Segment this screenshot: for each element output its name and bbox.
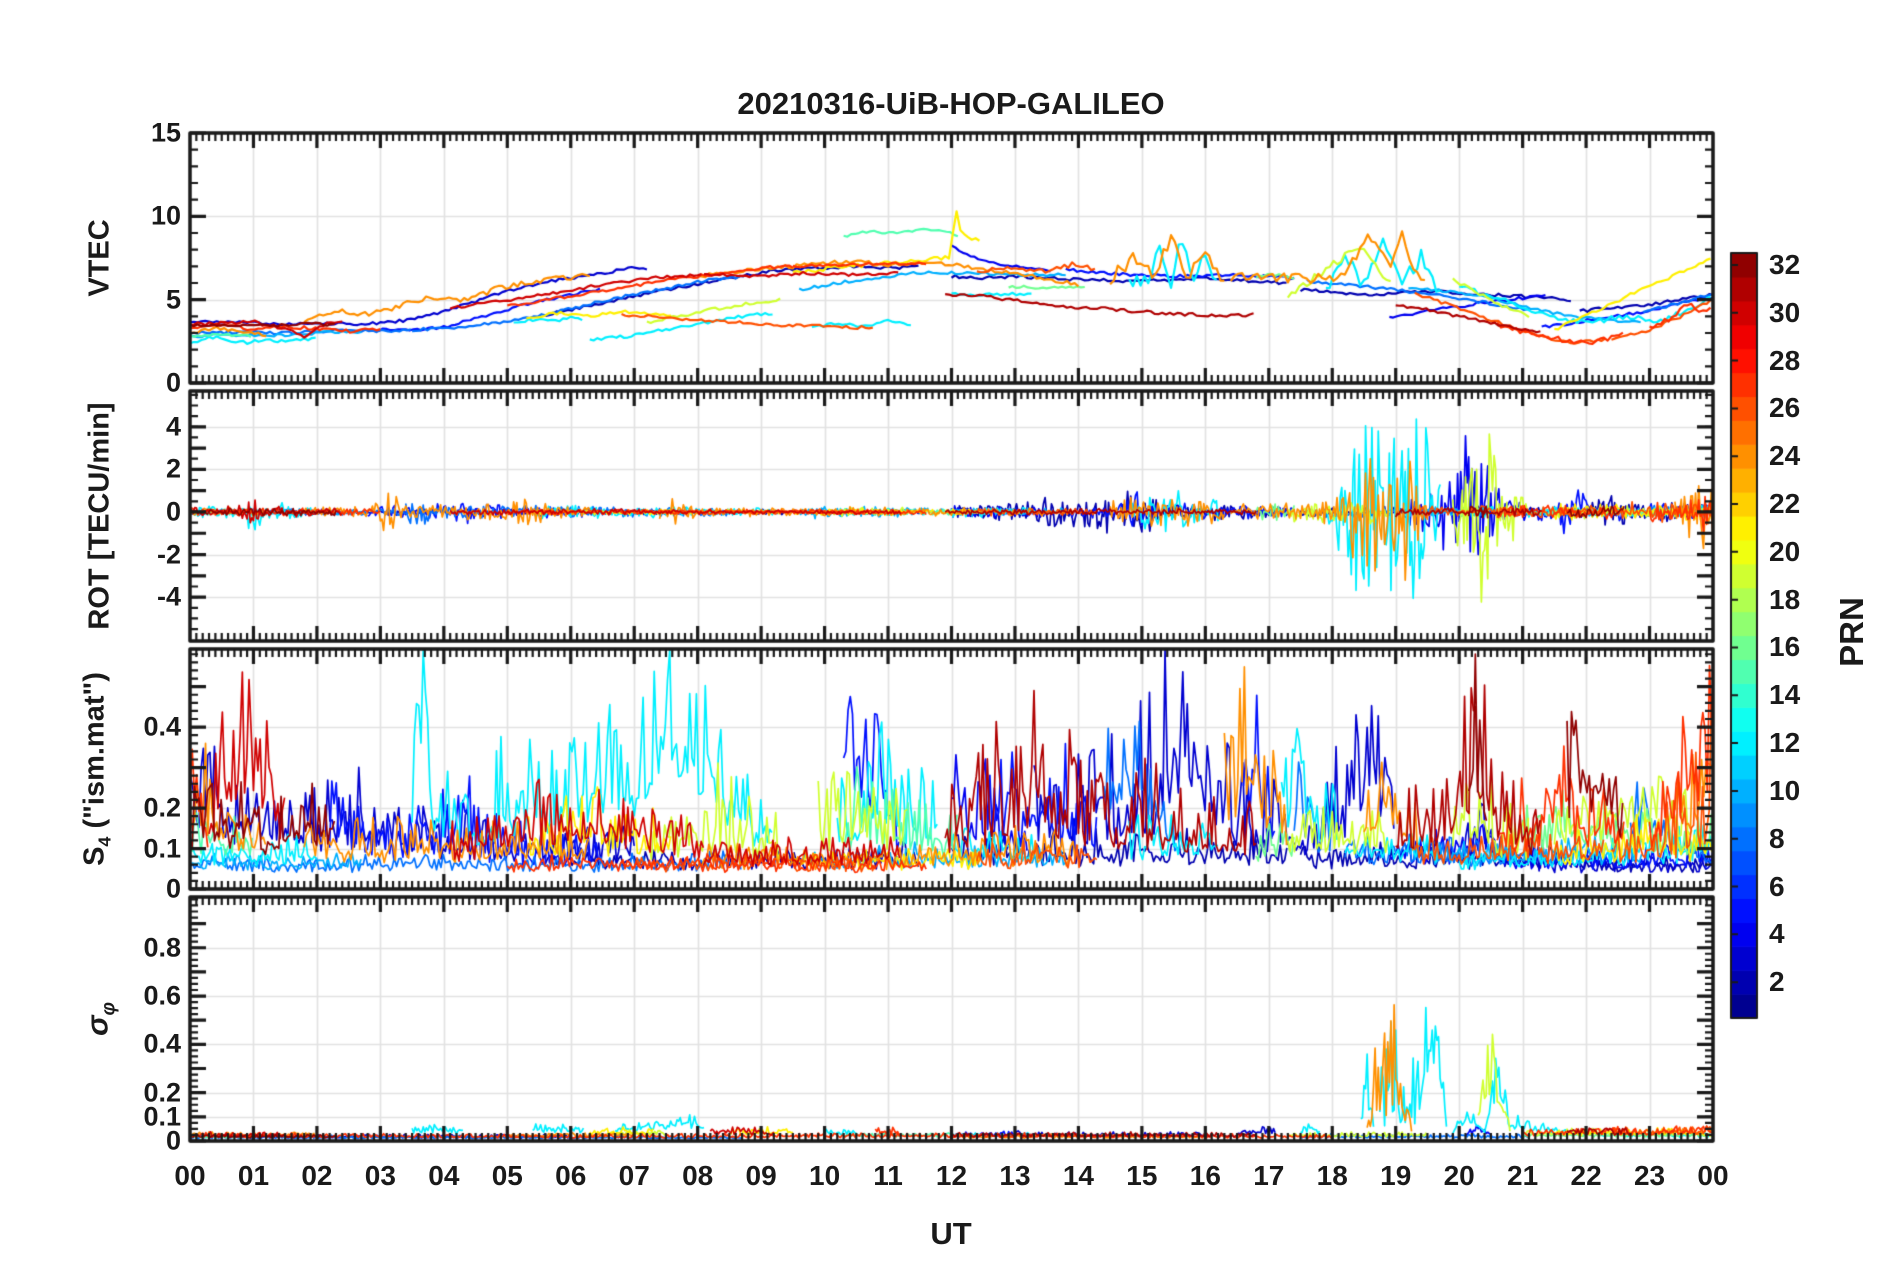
x-tick-label: 07 [618,1160,650,1191]
y-tick-label: 4 [165,411,181,442]
x-tick-label: 01 [237,1160,270,1191]
y-tick-label: 0.1 [143,833,181,864]
x-tick-label: 03 [364,1160,396,1191]
y-tick-label: 0 [165,873,181,904]
y-tick-label: 15 [150,117,181,148]
x-tick-label: 00 [174,1160,206,1191]
y-tick-label: 0.1 [143,1101,181,1132]
y-tick-label: 0.2 [143,792,181,823]
colorbar-tick-label: 30 [1769,296,1801,328]
colorbar-tick-label: 4 [1769,918,1785,950]
y-tick-label: 0 [165,367,181,398]
x-tick-label: 20 [1443,1160,1475,1191]
x-tick-label: 23 [1633,1160,1666,1191]
x-tick-label: 09 [745,1160,777,1191]
x-tick-label: 12 [935,1160,968,1191]
s4-label-main: S [78,846,111,866]
colorbar-tick-label: 32 [1769,248,1801,280]
colorbar-tick-label: 24 [1769,440,1801,472]
y-tick-label: 0.8 [143,932,181,963]
y-tick-label: 0 [165,496,181,527]
colorbar-tick-label: 20 [1769,535,1801,567]
y-tick-label: 0.4 [143,1028,181,1059]
y-axis-label-rot: ROT [TECU/min] [84,402,117,629]
x-tick-label: 21 [1507,1160,1539,1191]
y-tick-label: 0 [165,1125,181,1156]
sigma-label-main: σ [79,1015,115,1037]
y-tick-label: 2 [165,453,181,484]
x-tick-label: 18 [1316,1160,1348,1191]
x-tick-label: 06 [555,1160,587,1191]
chart-title: 20210316-UiB-HOP-GALILEO [737,86,1165,121]
y-tick-label: 10 [150,200,181,231]
colorbar-tick-label: 12 [1769,727,1801,759]
x-tick-label: 02 [301,1160,333,1191]
y-tick-label: 0.6 [143,980,181,1011]
x-tick-label: 00 [1697,1160,1729,1191]
colorbar-tick-label: 6 [1769,870,1785,902]
x-tick-label: 10 [809,1160,841,1191]
colorbar-tick-label: 28 [1769,344,1801,376]
y-tick-label: -4 [156,581,181,612]
y-axis-label-rot-text: ROT [TECU/min] [83,402,116,630]
x-tick-label: 14 [1062,1160,1094,1191]
y-tick-label: 0.2 [143,1077,181,1108]
x-tick-label: 19 [1380,1160,1412,1191]
x-tick-label: 05 [491,1160,523,1191]
x-tick-label: 16 [1189,1160,1221,1191]
x-tick-label: 15 [1126,1160,1158,1191]
y-axis-label-vtec-text: VTEC [83,219,116,297]
y-tick-label: 5 [165,284,181,315]
x-tick-label: 22 [1570,1160,1602,1191]
sigma-label-subscript: φ [98,1001,120,1016]
colorbar-label: PRN [1833,597,1870,667]
x-tick-label: 04 [428,1160,460,1191]
colorbar-tick-label: 2 [1769,966,1785,998]
s4-label-suffix: ("ism.mat") [78,672,111,837]
s4-label-subscript: 4 [94,836,115,847]
y-tick-label: 0.4 [143,711,181,742]
colorbar-tick-label: 14 [1769,679,1801,711]
x-tick-label: 08 [682,1160,714,1191]
colorbar-tick-label: 10 [1769,774,1801,806]
y-axis-label-vtec: VTEC [84,219,117,296]
colorbar-tick-label: 18 [1769,583,1801,615]
y-axis-label-sigma-phi: σφ [79,1002,120,1036]
x-tick-label: 11 [873,1160,903,1191]
y-axis-label-s4: S4 ("ism.mat") [79,672,116,866]
colorbar-tick-label: 22 [1769,488,1801,520]
x-axis-label: UT [930,1216,972,1251]
colorbar-tick-label: 16 [1769,631,1801,663]
x-tick-label: 13 [999,1160,1031,1191]
colorbar-tick-label: 8 [1769,822,1785,854]
y-tick-label: -2 [156,539,181,570]
colorbar-tick-label: 26 [1769,392,1801,424]
x-tick-label: 17 [1253,1160,1285,1191]
